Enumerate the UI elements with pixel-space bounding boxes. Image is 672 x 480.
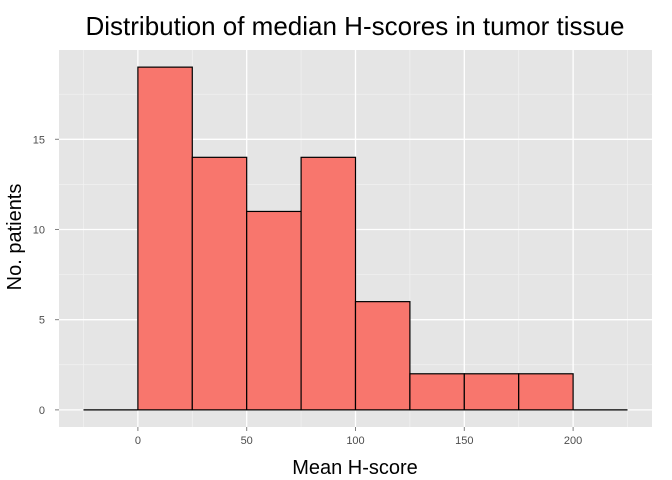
- histogram-bar: [354, 301, 411, 411]
- histogram-bar: [191, 156, 248, 411]
- x-tick-label: 50: [241, 435, 253, 447]
- histogram-bar: [518, 373, 574, 411]
- histogram-bars: [83, 66, 628, 411]
- histogram-bar: [463, 373, 520, 411]
- y-tick-label: 0: [39, 405, 45, 417]
- y-tick-label: 10: [33, 224, 45, 236]
- x-tick-label: 0: [135, 435, 141, 447]
- x-tick-label: 150: [455, 435, 473, 447]
- x-axis-title: Mean H-score: [292, 457, 418, 479]
- y-axis-title: No. patients: [4, 184, 26, 291]
- chart-title: Distribution of median H-scores in tumor…: [86, 11, 625, 41]
- histogram-bar: [137, 66, 193, 411]
- x-axis-ticks: 0 50 100 150 200: [135, 427, 582, 447]
- histogram-bar: [246, 210, 302, 411]
- x-tick-label: 200: [564, 435, 582, 447]
- y-tick-label: 5: [39, 315, 45, 327]
- histogram-bar: [300, 156, 357, 411]
- y-axis-ticks: 0 5 10 15: [33, 134, 59, 417]
- histogram-bar: [409, 373, 465, 411]
- y-tick-label: 15: [33, 134, 45, 146]
- x-tick-label: 100: [346, 435, 364, 447]
